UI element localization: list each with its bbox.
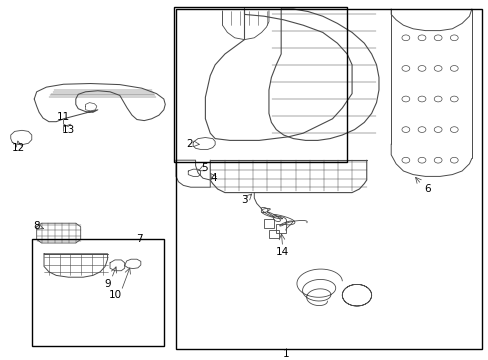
- Text: 7: 7: [136, 234, 142, 244]
- Bar: [264, 219, 273, 228]
- Text: 9: 9: [104, 279, 111, 289]
- Text: 12: 12: [12, 143, 25, 153]
- Bar: [268, 230, 278, 238]
- Text: 13: 13: [61, 125, 75, 135]
- Text: 8: 8: [33, 221, 40, 231]
- Text: 14: 14: [275, 247, 289, 257]
- Text: 3: 3: [241, 195, 247, 205]
- Bar: [276, 224, 285, 233]
- Bar: [176, 9, 481, 349]
- Text: 11: 11: [57, 112, 70, 122]
- Text: 1: 1: [282, 348, 289, 359]
- Text: 10: 10: [108, 290, 121, 300]
- Text: 5: 5: [201, 163, 207, 173]
- Bar: [173, 7, 346, 162]
- Text: 2: 2: [186, 139, 193, 149]
- Text: 6: 6: [424, 184, 430, 194]
- Bar: [32, 239, 163, 346]
- Text: 4: 4: [210, 173, 217, 183]
